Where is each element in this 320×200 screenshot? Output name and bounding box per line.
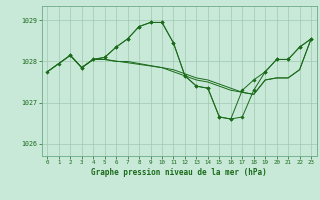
X-axis label: Graphe pression niveau de la mer (hPa): Graphe pression niveau de la mer (hPa) — [91, 168, 267, 177]
